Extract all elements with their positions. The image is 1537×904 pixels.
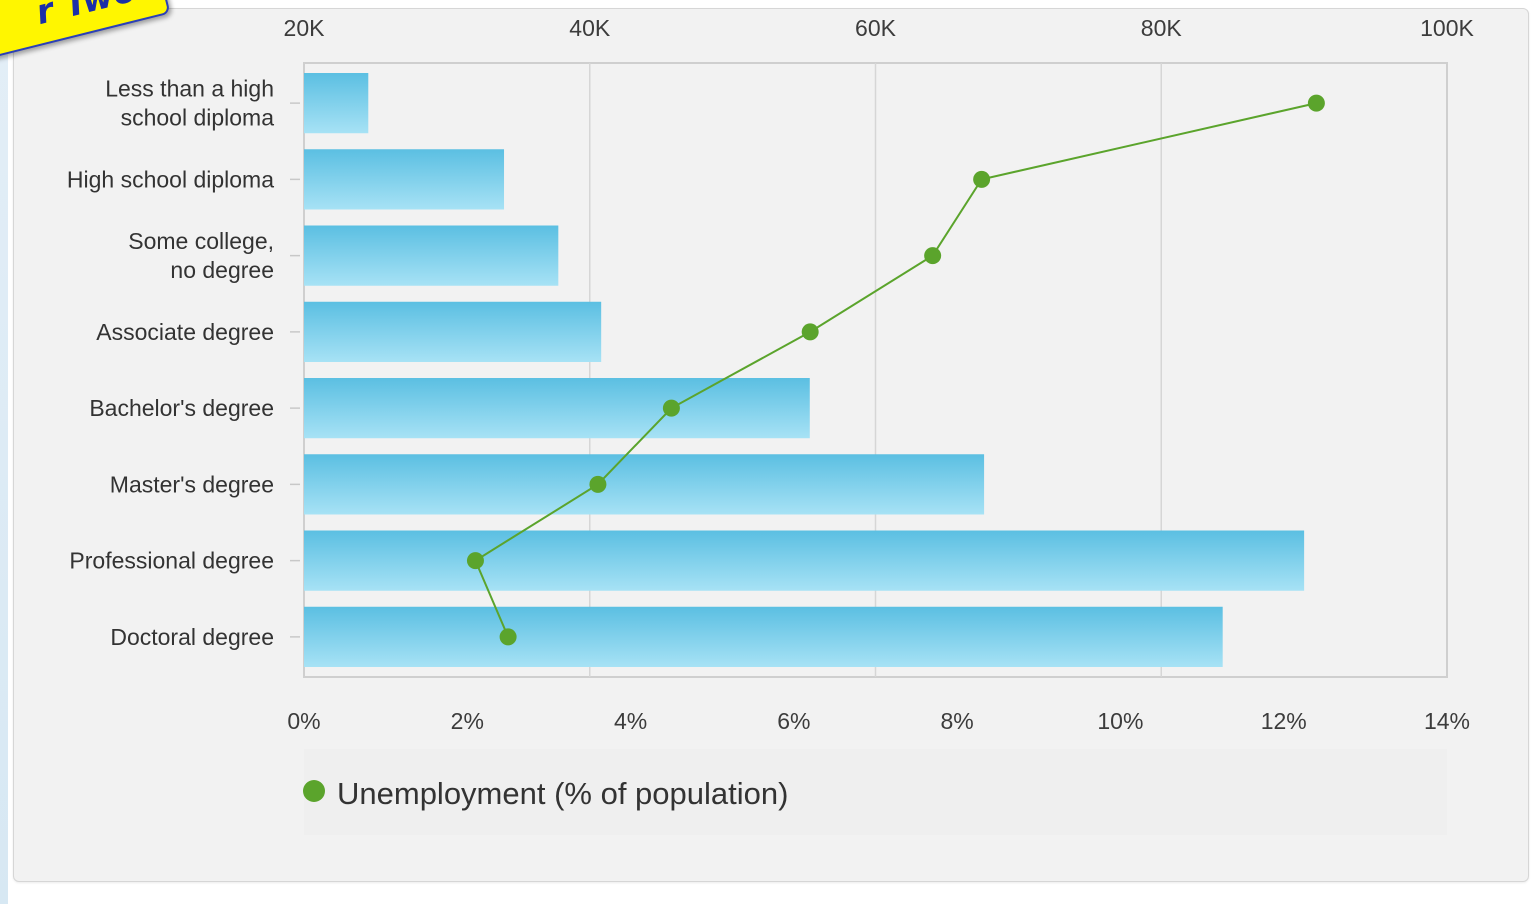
- line-point: [924, 247, 942, 265]
- top-tick-label: 100K: [1420, 15, 1474, 41]
- bar: [304, 301, 602, 362]
- category-label: Professional degree: [69, 548, 274, 574]
- bottom-tick-label: 14%: [1424, 708, 1470, 734]
- left-edge-strip: [0, 0, 8, 904]
- legend-marker: [303, 780, 325, 802]
- bottom-tick-label: 2%: [451, 708, 484, 734]
- legend-label: Unemployment (% of population): [337, 776, 788, 811]
- category-label: Less than a high: [105, 76, 274, 102]
- top-axis: 20K 40K 60K 80K 100K: [284, 15, 1475, 41]
- line-point: [801, 323, 819, 341]
- top-tick-label: 80K: [1141, 15, 1183, 41]
- bottom-tick-label: 4%: [614, 708, 647, 734]
- bottom-axis: 0% 2% 4% 6% 8% 10% 12% 14%: [287, 708, 1470, 734]
- bottom-tick-label: 10%: [1097, 708, 1143, 734]
- line-point: [662, 399, 680, 417]
- bar: [304, 378, 810, 439]
- legend-box: [304, 749, 1447, 835]
- bar: [304, 73, 369, 134]
- bar: [304, 225, 559, 286]
- line-point: [1307, 94, 1325, 112]
- bottom-tick-label: 12%: [1261, 708, 1307, 734]
- bar: [304, 606, 1223, 667]
- series-line: [474, 102, 1317, 638]
- top-tick-label: 40K: [569, 15, 611, 41]
- bottom-tick-label: 6%: [777, 708, 810, 734]
- line-point: [589, 475, 607, 493]
- legend: Unemployment (% of population): [303, 749, 1447, 835]
- category-label: no degree: [170, 257, 274, 283]
- category-label: Some college,: [128, 228, 274, 254]
- bar: [304, 149, 505, 210]
- bottom-tick-label: 0%: [287, 708, 320, 734]
- bar: [304, 454, 985, 515]
- top-tick-label: 60K: [855, 15, 897, 41]
- category-label: Bachelor's degree: [89, 395, 274, 421]
- category-label: High school diploma: [67, 166, 274, 192]
- category-label: school diploma: [121, 105, 275, 131]
- category-label: Doctoral degree: [110, 624, 274, 650]
- line-point: [973, 170, 991, 188]
- line-point: [499, 628, 517, 646]
- category-label: Associate degree: [96, 319, 274, 345]
- line-point: [466, 552, 484, 570]
- bottom-tick-label: 8%: [941, 708, 974, 734]
- category-label: Master's degree: [110, 471, 274, 497]
- line-series: [466, 94, 1325, 646]
- bar: [304, 530, 1305, 591]
- top-tick-label: 20K: [284, 15, 326, 41]
- category-axis: Less than a high school diploma High schoo…: [67, 76, 300, 650]
